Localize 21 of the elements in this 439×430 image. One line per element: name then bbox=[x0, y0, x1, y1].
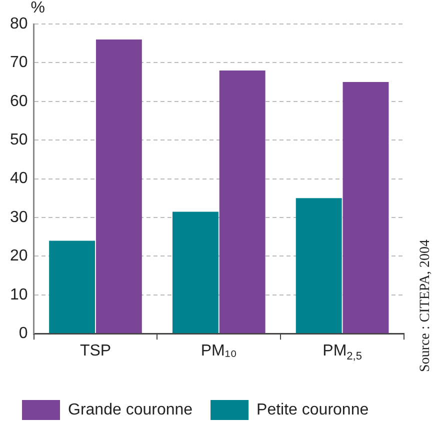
bar bbox=[96, 39, 142, 334]
legend-label: Grande couronne bbox=[68, 401, 193, 418]
source-note: Source : CITEPA, 2004 bbox=[418, 240, 434, 372]
bar bbox=[172, 212, 218, 334]
bar bbox=[49, 240, 96, 334]
y-tick-label: 40 bbox=[10, 170, 28, 188]
y-tick-label: 80 bbox=[10, 15, 28, 32]
bar bbox=[342, 82, 389, 334]
y-tick-label: 20 bbox=[10, 248, 28, 265]
x-tick-label: TSP bbox=[80, 342, 112, 360]
y-tick-label: 50 bbox=[10, 132, 28, 149]
bar bbox=[219, 70, 266, 334]
y-tick-label: 70 bbox=[10, 54, 28, 72]
y-tick-label: 10 bbox=[10, 286, 28, 304]
y-tick-label: 30 bbox=[10, 208, 28, 226]
y-tick-label: 0 bbox=[18, 325, 28, 342]
bar bbox=[296, 198, 342, 334]
x-tick-label: PM₁₀ bbox=[200, 342, 237, 360]
y-tick-label: 60 bbox=[10, 92, 28, 110]
y-axis-title: % bbox=[30, 0, 45, 16]
legend-label: Petite couronne bbox=[256, 401, 369, 418]
